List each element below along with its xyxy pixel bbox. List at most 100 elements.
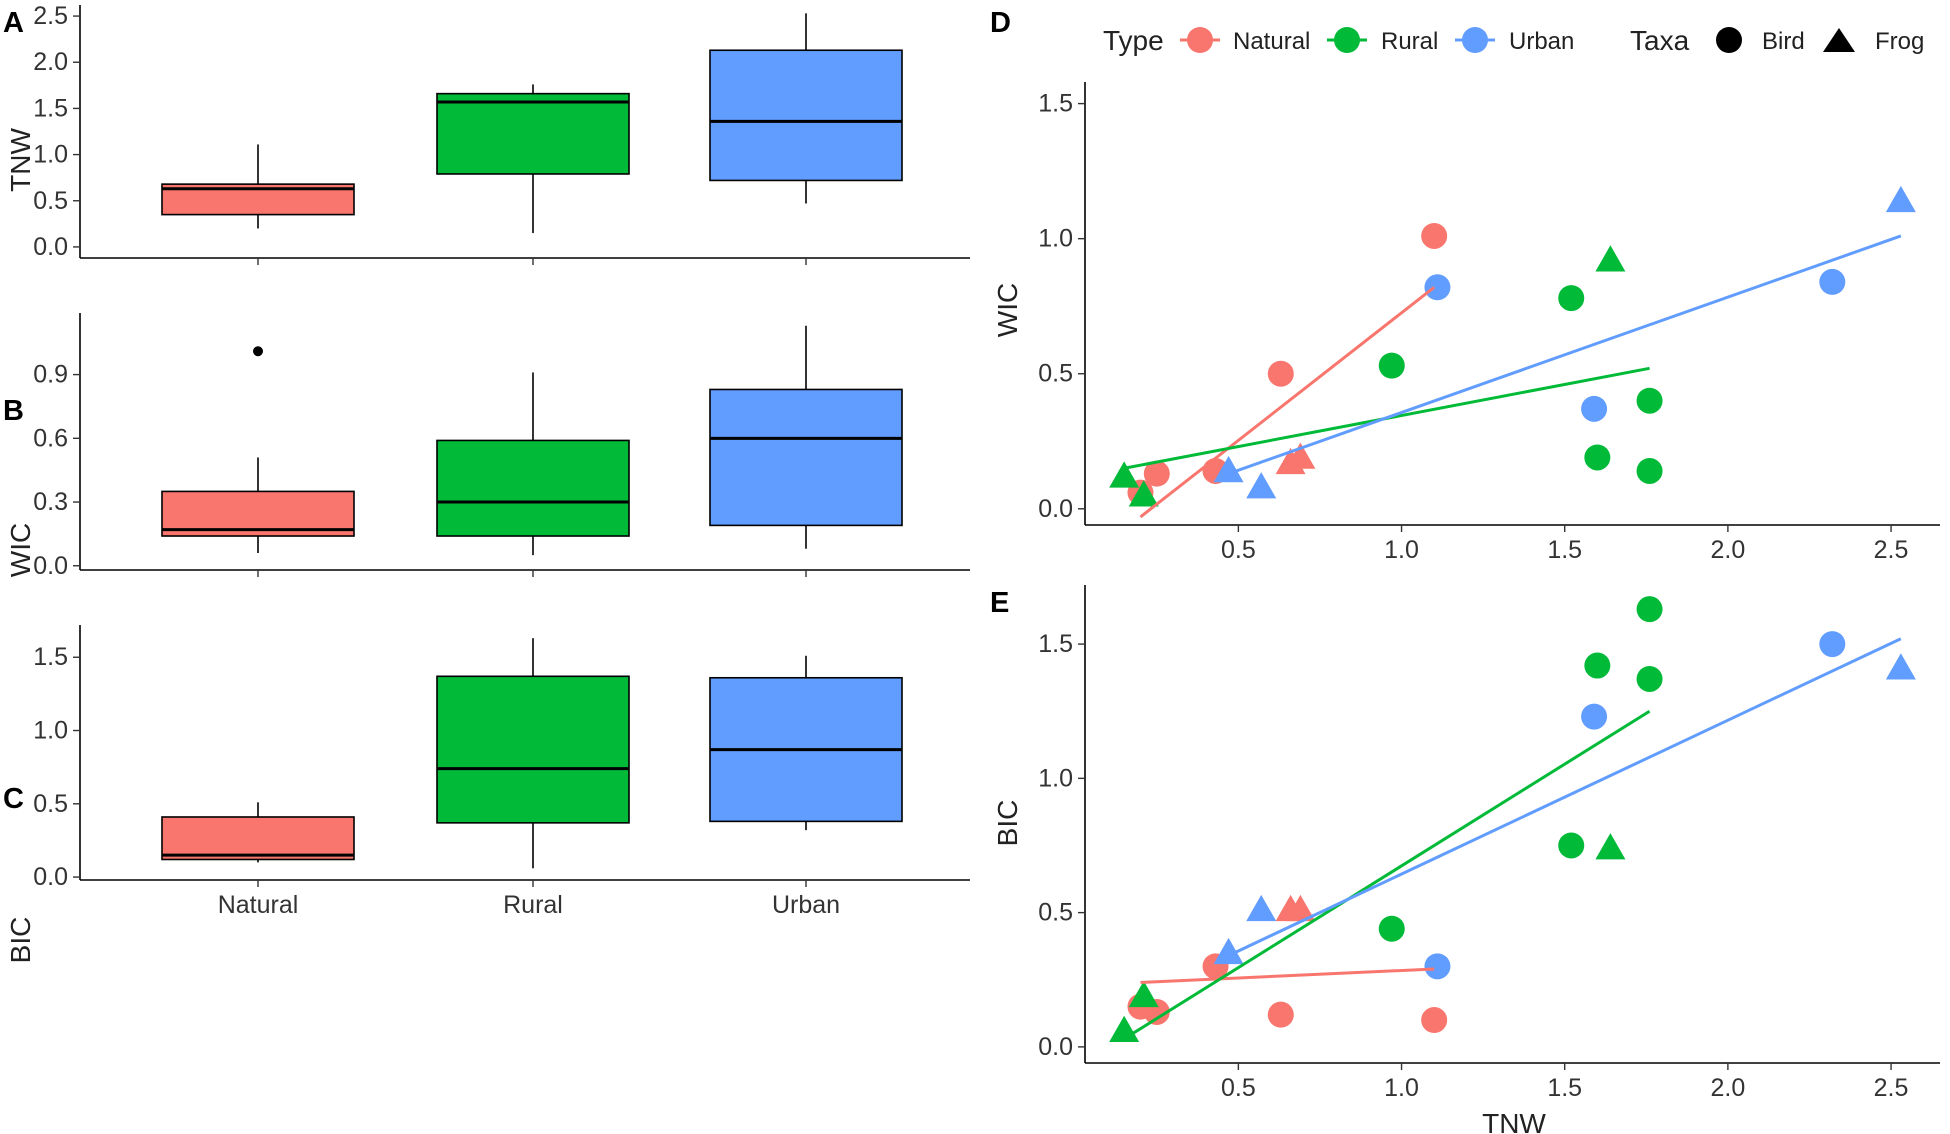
x-tick-label-rural: Rural [503, 891, 563, 919]
box-natural-c [161, 816, 355, 861]
point-urban-frog-e [1213, 937, 1244, 965]
point-urban-frog-d [1213, 455, 1244, 483]
y-tick-label-e: 1.5 [1038, 630, 1073, 658]
point-natural-bird-d [1267, 360, 1294, 387]
y-tick-label-c: 1.5 [33, 643, 68, 671]
box-urban-a [709, 49, 903, 182]
y-tick-label-a: 1.5 [33, 94, 68, 122]
x-tick-label-e: 2.5 [1874, 1074, 1909, 1102]
point-natural-bird-e [1267, 1001, 1294, 1028]
point-rural-frog-e [1595, 833, 1626, 860]
x-tick-label-d: 1.0 [1384, 536, 1419, 564]
panel-tag-b: B [3, 395, 24, 427]
fit-line-natural-d [1139, 286, 1436, 519]
point-natural-bird-d [1143, 460, 1170, 487]
y-tick-label-b: 0.0 [33, 552, 68, 580]
legend-rural-key [1334, 27, 1360, 53]
legend-bird-key [1716, 27, 1742, 53]
y-tick-label-a: 2.0 [33, 48, 68, 76]
x-tick-label-urban: Urban [772, 891, 840, 919]
point-rural-bird-e [1558, 832, 1585, 859]
panel-c-bic-boxplot: 0.0 0.5 1.0 1.5 Natural Rural Urban [33, 625, 970, 919]
legend: Type Natural Rural Urban Taxa Bird Frog [1103, 25, 1924, 56]
x-tick-label-d: 0.5 [1221, 536, 1256, 564]
y-tick-label-e: 0.0 [1038, 1033, 1073, 1061]
point-rural-bird-d [1584, 444, 1611, 471]
legend-taxa-title: Taxa [1630, 25, 1690, 56]
point-urban-bird-d [1819, 268, 1846, 295]
box-rural-b [436, 439, 630, 537]
y-tick-label-b: 0.3 [33, 488, 68, 516]
x-tick-label-e: 1.0 [1384, 1074, 1419, 1102]
y-tick-label-e: 1.0 [1038, 764, 1073, 792]
y-axis-title-b: WIC [5, 523, 36, 577]
y-tick-label-a: 1.0 [33, 141, 68, 169]
y-tick-label-d: 1.0 [1038, 225, 1073, 253]
y-tick-label-d: 0.5 [1038, 360, 1073, 388]
point-rural-bird-e [1636, 596, 1663, 623]
legend-type-title: Type [1103, 25, 1164, 56]
panel-tag-d: D [990, 7, 1011, 39]
point-urban-bird-d [1424, 274, 1451, 301]
legend-bird-label: Bird [1762, 28, 1805, 55]
x-tick-label-d: 1.5 [1547, 536, 1582, 564]
y-axis-title-a: TNW [5, 128, 36, 192]
point-natural-frog-d [1285, 442, 1316, 469]
point-rural-frog-d [1595, 245, 1626, 272]
legend-rural-label: Rural [1381, 28, 1438, 55]
point-urban-frog-e [1246, 894, 1277, 922]
y-tick-label-e: 0.5 [1038, 899, 1073, 927]
point-rural-bird-d [1378, 352, 1405, 379]
y-tick-label-a: 0.5 [33, 187, 68, 215]
panel-tag-c: C [3, 783, 24, 815]
y-tick-label-b: 0.6 [33, 424, 68, 452]
point-natural-bird-d [1421, 222, 1448, 249]
fit-line-natural-e [1140, 967, 1435, 984]
point-rural-bird-d [1636, 457, 1663, 484]
box-rural-a [436, 92, 630, 175]
point-urban-frog-e [1885, 653, 1916, 680]
fit-line-urban-d [1228, 234, 1902, 476]
point-urban-bird-e [1581, 703, 1608, 730]
y-axis-title-e: BIC [992, 800, 1023, 847]
point-urban-bird-e [1424, 953, 1451, 980]
box-rural-c [436, 675, 630, 824]
point-rural-frog-d [1128, 480, 1159, 507]
y-tick-label-c: 0.5 [33, 790, 68, 818]
point-rural-bird-d [1558, 285, 1585, 312]
point-urban-frog-d [1885, 185, 1916, 213]
panel-tag-e: E [990, 587, 1009, 619]
y-tick-label-a: 0.0 [33, 233, 68, 261]
outlier-natural-b [253, 346, 263, 357]
y-tick-label-a: 2.5 [33, 2, 68, 30]
y-tick-label-d: 1.5 [1038, 90, 1073, 118]
legend-natural-key [1187, 27, 1213, 53]
x-tick-label-natural: Natural [218, 891, 299, 919]
panel-b-wic-boxplot: 0.0 0.3 0.6 0.9 [33, 313, 970, 580]
point-rural-bird-e [1584, 652, 1611, 679]
point-rural-bird-e [1378, 915, 1405, 942]
x-tick-label-d: 2.0 [1710, 536, 1745, 564]
point-rural-bird-e [1636, 665, 1663, 692]
point-urban-frog-d [1246, 472, 1277, 499]
y-tick-label-b: 0.9 [33, 361, 68, 389]
fit-line-urban-e [1227, 637, 1902, 957]
legend-frog-label: Frog [1875, 28, 1924, 55]
y-tick-label-c: 0.0 [33, 863, 68, 891]
legend-natural-label: Natural [1233, 28, 1310, 55]
point-rural-frog-e [1128, 980, 1159, 1008]
x-tick-label-d: 2.5 [1874, 536, 1909, 564]
box-urban-b [709, 388, 903, 527]
y-axis-title-c: BIC [5, 917, 36, 964]
panel-e-bic-scatter: 0.0 0.5 1.0 1.5 0.5 1.0 1.5 2.0 2.5 [1038, 585, 1940, 1102]
y-axis-title-d: WIC [992, 283, 1023, 337]
point-rural-frog-d [1109, 461, 1140, 488]
y-tick-label-d: 0.0 [1038, 495, 1073, 523]
point-natural-bird-e [1421, 1007, 1448, 1034]
legend-urban-label: Urban [1509, 28, 1574, 55]
panel-d-wic-scatter: 0.0 0.5 1.0 1.5 0.5 1.0 1.5 2.0 2.5 [1038, 82, 1940, 564]
x-tick-label-e: 0.5 [1221, 1074, 1256, 1102]
y-tick-label-c: 1.0 [33, 717, 68, 745]
legend-frog-key [1823, 28, 1855, 52]
